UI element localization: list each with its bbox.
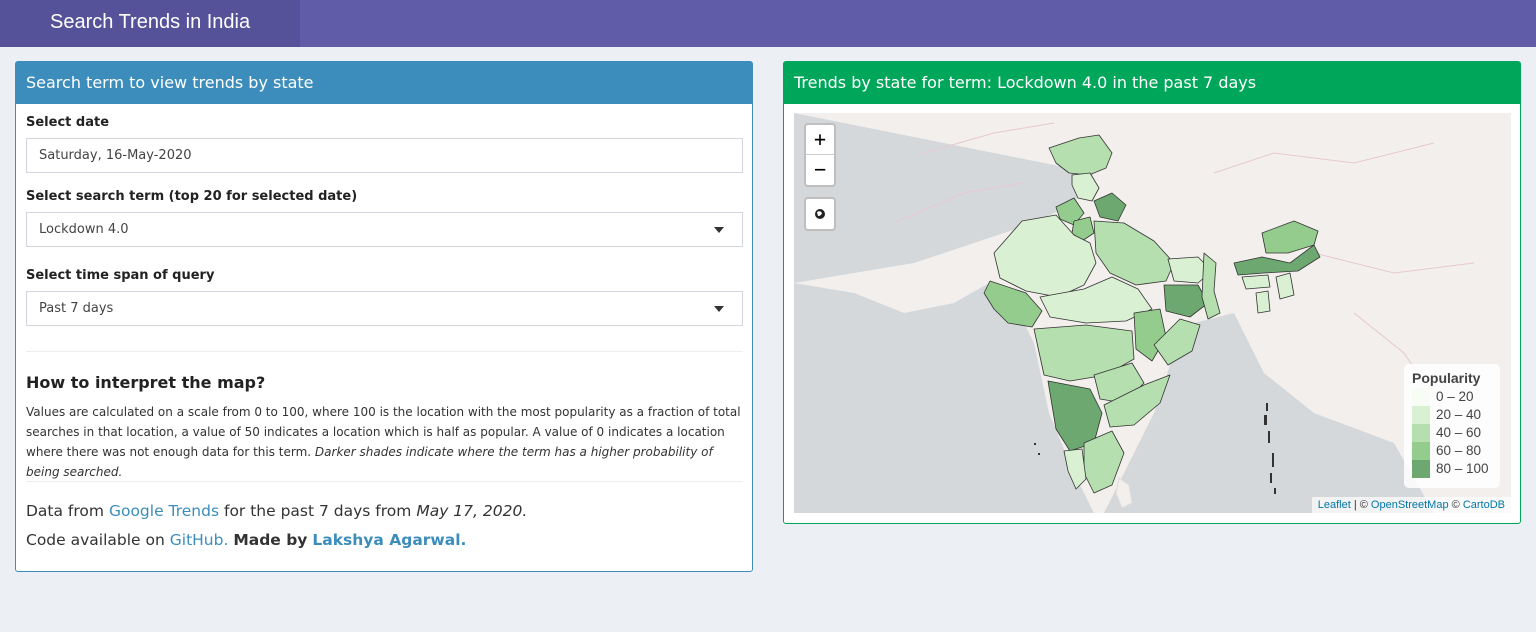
- globe-icon-shape: [815, 209, 825, 219]
- zoom-control: + −: [804, 123, 836, 187]
- state-rajasthan: [993, 214, 1097, 298]
- map-attribution: Leaflet | © OpenStreetMap © CartoDB: [1311, 497, 1511, 513]
- interpret-emphasis: Darker shades indicate where the term ha…: [26, 445, 713, 479]
- attribution-sep: | ©: [1353, 499, 1368, 511]
- sri-lanka: [1115, 477, 1133, 509]
- state-uttarakhand: [1093, 192, 1127, 222]
- divider: [26, 481, 743, 482]
- state-gujarat: [983, 280, 1043, 328]
- search-term-label: Select search term (top 20 for selected …: [26, 189, 358, 204]
- made-by: Made by: [233, 531, 308, 549]
- time-span-select[interactable]: Past 7 days: [26, 291, 743, 326]
- india-map[interactable]: + − Popularity 0 – 20 20 – 40 40 – 60 60 – …: [794, 113, 1511, 513]
- legend-swatch: [1412, 442, 1430, 460]
- divider: [26, 351, 743, 352]
- osm-link[interactable]: OpenStreetMap: [1370, 499, 1449, 511]
- credits-line: Code available on GitHub. Made by Lakshy…: [26, 531, 466, 549]
- legend-item: 40 – 60: [1412, 424, 1492, 442]
- interpret-text: Values are calculated on a scale from 0 …: [26, 402, 746, 482]
- attribution-sep: ©: [1451, 499, 1460, 511]
- map-panel: Trends by state for term: Lockdown 4.0 i…: [783, 61, 1521, 524]
- state-jammu-kashmir: [1048, 134, 1113, 176]
- legend-title: Popularity: [1412, 370, 1481, 386]
- legend-swatch: [1412, 406, 1430, 424]
- globe-icon[interactable]: [804, 197, 836, 231]
- state-meghalaya: [1241, 274, 1271, 290]
- state-himachal: [1071, 172, 1100, 202]
- legend-label: 40 – 60: [1436, 425, 1482, 440]
- legend-label: 20 – 40: [1436, 407, 1482, 422]
- data-prefix: Data from: [26, 502, 105, 520]
- islands: [1034, 403, 1276, 494]
- map-canvas: [794, 113, 1511, 513]
- legend-swatch: [1412, 424, 1430, 442]
- date-label: Select date: [26, 115, 110, 130]
- legend-swatch: [1412, 388, 1430, 406]
- legend-item: 60 – 80: [1412, 442, 1492, 460]
- state-tripura: [1255, 290, 1271, 314]
- legend-item: 80 – 100: [1412, 460, 1492, 478]
- zoom-out-button[interactable]: −: [813, 157, 827, 181]
- state-madhya-pradesh: [1039, 276, 1153, 324]
- search-term-select[interactable]: Lockdown 4.0: [26, 212, 743, 247]
- state-manipur: [1275, 272, 1295, 300]
- search-panel: Search term to view trends by state Sele…: [15, 61, 753, 572]
- country-border: [893, 122, 1475, 414]
- search-panel-header: Search term to view trends by state: [16, 62, 752, 104]
- author-link[interactable]: Lakshya Agarwal.: [312, 531, 467, 549]
- search-term-value: Lockdown 4.0: [39, 222, 129, 237]
- data-date: May 17, 2020.: [416, 502, 528, 520]
- legend-item: 20 – 40: [1412, 406, 1492, 424]
- code-prefix: Code available on: [26, 531, 165, 549]
- state-andhra: [1103, 374, 1171, 428]
- app-title[interactable]: Search Trends in India: [0, 0, 300, 47]
- state-haryana: [1071, 216, 1095, 242]
- leaflet-link[interactable]: Leaflet: [1317, 499, 1351, 511]
- state-arunachal: [1261, 220, 1319, 254]
- state-kerala: [1063, 448, 1087, 490]
- github-link[interactable]: GitHub.: [169, 531, 229, 549]
- state-west-bengal: [1201, 252, 1221, 320]
- legend-label: 0 – 20: [1436, 389, 1474, 404]
- sea-area: [794, 283, 1094, 513]
- state-uttar-pradesh: [1093, 220, 1175, 286]
- date-input[interactable]: Saturday, 16-May-2020: [26, 138, 743, 173]
- state-odisha: [1153, 318, 1201, 366]
- data-middle: for the past 7 days from: [223, 502, 412, 520]
- time-span-value: Past 7 days: [39, 301, 114, 316]
- legend-item: 0 – 20: [1412, 388, 1492, 406]
- legend-rows: 0 – 20 20 – 40 40 – 60 60 – 80 80 – 100: [1412, 388, 1492, 478]
- map-legend: Popularity 0 – 20 20 – 40 40 – 60 60 – 80 80…: [1404, 364, 1500, 488]
- chevron-down-icon: [714, 306, 724, 312]
- interpret-heading: How to interpret the map?: [26, 373, 266, 392]
- legend-label: 60 – 80: [1436, 443, 1482, 458]
- google-trends-link[interactable]: Google Trends: [108, 502, 220, 520]
- bay-area: [1139, 318, 1354, 513]
- top-navbar: Search Trends in India: [0, 0, 1536, 47]
- chevron-down-icon: [714, 227, 724, 233]
- data-source-line: Data from Google Trends for the past 7 d…: [26, 502, 527, 520]
- zoom-in-button[interactable]: +: [806, 125, 834, 155]
- legend-label: 80 – 100: [1436, 461, 1489, 476]
- state-jharkhand: [1163, 284, 1209, 318]
- interpret-body: Values are calculated on a scale from 0 …: [26, 405, 741, 459]
- state-assam: [1233, 244, 1321, 276]
- state-punjab: [1055, 197, 1085, 226]
- cartodb-link[interactable]: CartoDB: [1462, 499, 1505, 511]
- map-panel-header: Trends by state for term: Lockdown 4.0 i…: [784, 62, 1520, 104]
- legend-swatch: [1412, 460, 1430, 478]
- time-span-label: Select time span of query: [26, 268, 215, 283]
